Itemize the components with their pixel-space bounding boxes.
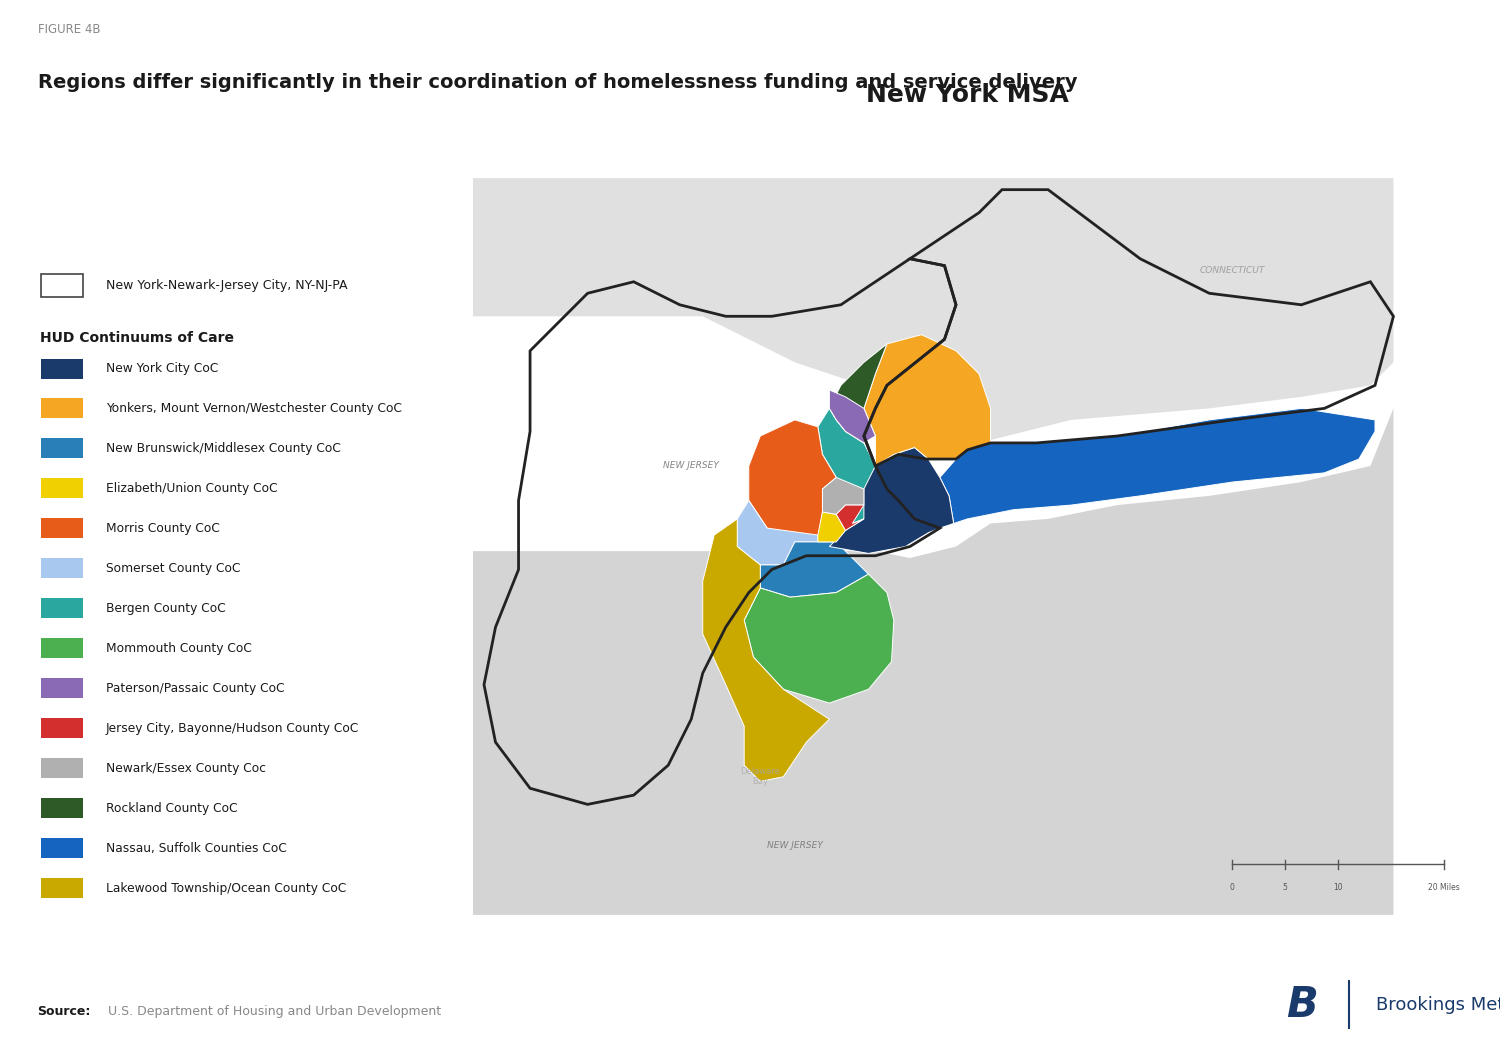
Text: 5: 5	[1282, 883, 1287, 892]
Text: Mommouth County CoC: Mommouth County CoC	[105, 642, 252, 655]
Text: Brookings Metro: Brookings Metro	[1376, 995, 1500, 1014]
Polygon shape	[738, 501, 818, 565]
FancyBboxPatch shape	[40, 558, 84, 579]
FancyBboxPatch shape	[40, 599, 84, 618]
Text: Paterson/Passaic County CoC: Paterson/Passaic County CoC	[105, 682, 285, 694]
Polygon shape	[744, 575, 894, 703]
Text: 10: 10	[1334, 883, 1342, 892]
Text: Bergen County CoC: Bergen County CoC	[105, 602, 225, 615]
FancyBboxPatch shape	[40, 479, 84, 499]
Polygon shape	[830, 448, 954, 554]
Text: B: B	[1286, 984, 1318, 1025]
Text: New York-Newark-Jersey City, NY-NJ-PA: New York-Newark-Jersey City, NY-NJ-PA	[105, 279, 346, 291]
Polygon shape	[760, 542, 868, 598]
Text: Lakewood Township/Ocean County CoC: Lakewood Township/Ocean County CoC	[105, 882, 346, 894]
Polygon shape	[702, 518, 830, 782]
Text: Nassau, Suffolk Counties CoC: Nassau, Suffolk Counties CoC	[105, 842, 286, 855]
FancyBboxPatch shape	[40, 638, 84, 658]
Text: Rockland County CoC: Rockland County CoC	[105, 802, 237, 815]
Text: NEW JERSEY: NEW JERSEY	[766, 841, 824, 850]
Text: Jersey City, Bayonne/Hudson County CoC: Jersey City, Bayonne/Hudson County CoC	[105, 721, 358, 735]
FancyBboxPatch shape	[40, 798, 84, 818]
FancyBboxPatch shape	[40, 399, 84, 418]
Polygon shape	[822, 478, 864, 514]
Text: Elizabeth/Union County CoC: Elizabeth/Union County CoC	[105, 482, 278, 494]
FancyBboxPatch shape	[40, 518, 84, 538]
FancyBboxPatch shape	[40, 758, 84, 779]
FancyBboxPatch shape	[40, 838, 84, 858]
Text: Delaware
Bay: Delaware Bay	[741, 767, 780, 786]
Polygon shape	[472, 408, 1394, 915]
Text: Yonkers, Mount Vernon/Westchester County CoC: Yonkers, Mount Vernon/Westchester County…	[105, 402, 402, 415]
Text: 20 Miles: 20 Miles	[1428, 883, 1460, 892]
Text: Morris County CoC: Morris County CoC	[105, 522, 219, 535]
Polygon shape	[472, 178, 1394, 455]
Text: Newark/Essex County Coc: Newark/Essex County Coc	[105, 762, 266, 775]
Polygon shape	[818, 512, 846, 542]
Polygon shape	[830, 344, 886, 442]
Polygon shape	[864, 335, 990, 466]
Polygon shape	[940, 408, 1376, 524]
Text: New York MSA: New York MSA	[865, 83, 1070, 107]
Polygon shape	[818, 408, 886, 524]
FancyBboxPatch shape	[40, 274, 84, 297]
Text: Source:: Source:	[38, 1006, 92, 1018]
Text: NEW JERSEY: NEW JERSEY	[663, 461, 718, 471]
Text: 0: 0	[1230, 883, 1234, 892]
Text: New York City CoC: New York City CoC	[105, 362, 218, 375]
Polygon shape	[830, 390, 876, 442]
Text: U.S. Department of Housing and Urban Development: U.S. Department of Housing and Urban Dev…	[108, 1006, 441, 1018]
FancyBboxPatch shape	[40, 438, 84, 458]
Text: New Brunswick/Middlesex County CoC: New Brunswick/Middlesex County CoC	[105, 442, 340, 455]
Text: CONNECTICUT: CONNECTICUT	[1200, 265, 1264, 275]
Text: HUD Continuums of Care: HUD Continuums of Care	[40, 331, 234, 345]
Text: Somerset County CoC: Somerset County CoC	[105, 562, 240, 575]
Polygon shape	[837, 505, 864, 531]
FancyBboxPatch shape	[40, 358, 84, 379]
Text: FIGURE 4B: FIGURE 4B	[38, 23, 100, 35]
Text: Regions differ significantly in their coordination of homelessness funding and s: Regions differ significantly in their co…	[38, 73, 1077, 92]
Polygon shape	[748, 420, 837, 542]
FancyBboxPatch shape	[40, 718, 84, 738]
FancyBboxPatch shape	[40, 879, 84, 898]
FancyBboxPatch shape	[40, 679, 84, 699]
